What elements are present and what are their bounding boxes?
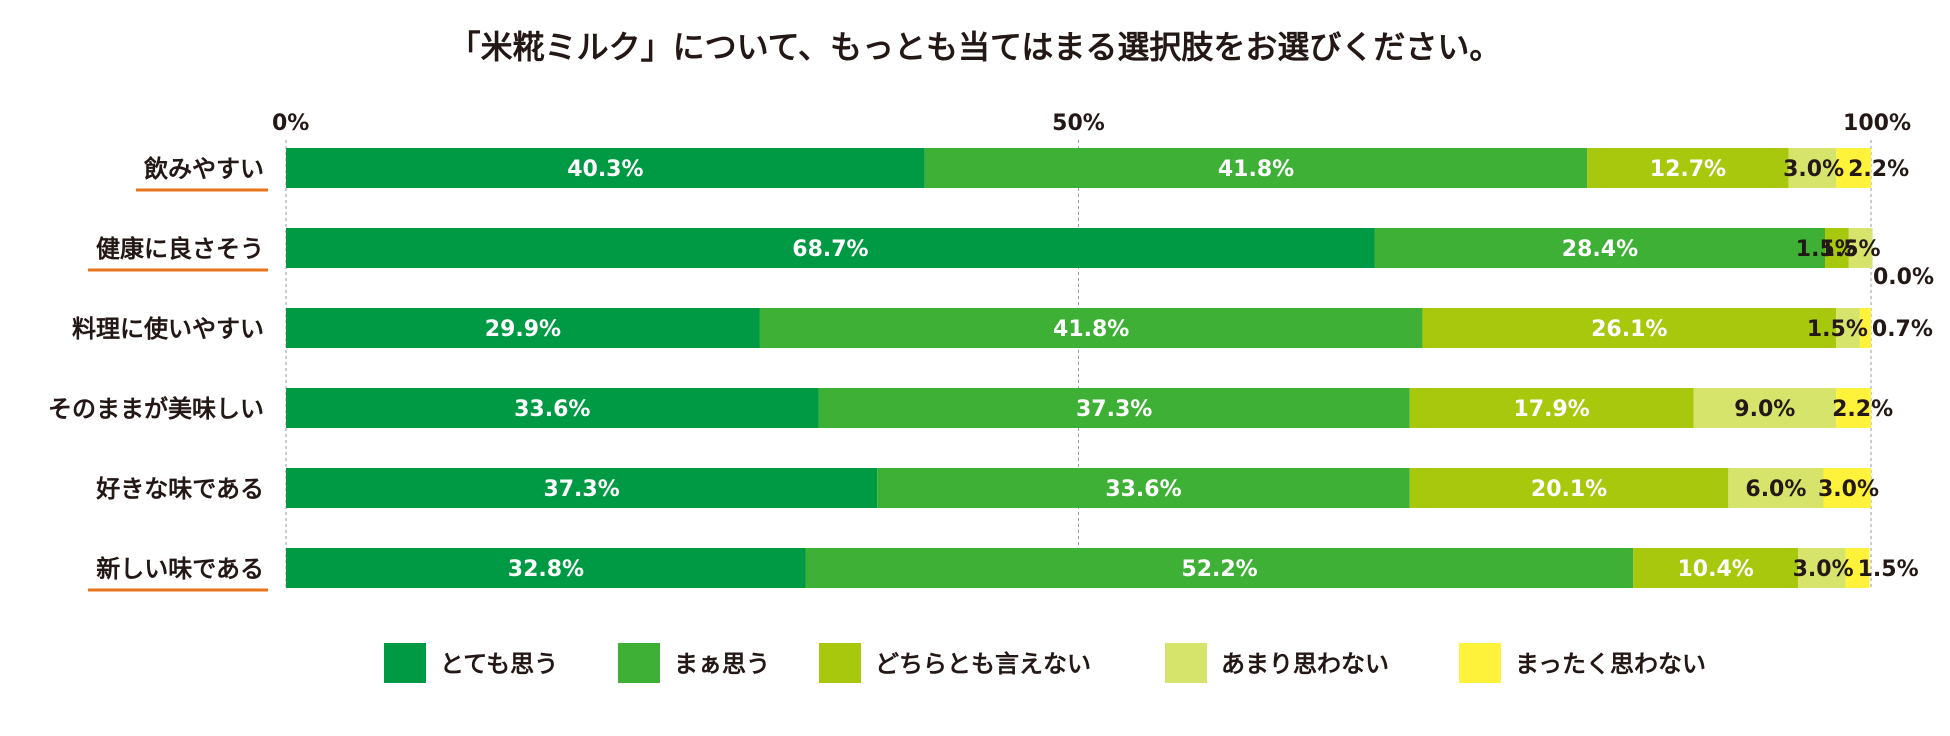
- legend-swatch: [819, 643, 861, 683]
- value-label: 37.3%: [543, 477, 619, 502]
- bar-segment: [818, 388, 1410, 428]
- value-labels: 40.3% 41.8% 12.7% 3.0% 2.2%68.7% 28.4% 1.5%1.5…: [485, 157, 1934, 582]
- bars: [286, 148, 1873, 588]
- bar-segment: [286, 308, 760, 348]
- value-label: 2.2%: [1832, 397, 1893, 422]
- bar-segment: [1798, 548, 1846, 588]
- value-label: 32.8%: [508, 557, 584, 582]
- value-label: 3.0%: [1793, 557, 1854, 582]
- legend-swatch: [1165, 643, 1207, 683]
- value-label: 1.5%: [1807, 317, 1868, 342]
- value-label: 0.0%: [1873, 265, 1934, 290]
- bar-segment: [1788, 148, 1837, 188]
- legend-swatch: [384, 643, 426, 683]
- value-label: 3.0%: [1783, 157, 1844, 182]
- bar-segment: [286, 468, 878, 508]
- value-label: 1.5%: [1858, 557, 1919, 582]
- value-label: 33.6%: [514, 397, 590, 422]
- bar-segment: [1859, 308, 1871, 348]
- bar-segment: [1823, 468, 1871, 508]
- value-label: 52.2%: [1181, 557, 1257, 582]
- value-label: 1.5%: [1796, 237, 1857, 262]
- legend-swatch: [1459, 643, 1501, 683]
- bar-segment: [286, 148, 925, 188]
- category-label: 好きな味である: [95, 475, 264, 503]
- value-label: 68.7%: [792, 237, 868, 262]
- bar-segment: [286, 388, 819, 428]
- bar-segment: [1728, 468, 1824, 508]
- bar-segment: [1409, 388, 1694, 428]
- category-label: 新しい味である: [96, 555, 264, 583]
- bar-segment: [286, 548, 806, 588]
- value-label: 28.4%: [1562, 237, 1638, 262]
- bar-segment: [759, 308, 1423, 348]
- grid-lines: [285, 140, 1872, 588]
- bar-segment: [286, 228, 1375, 268]
- value-label: 41.8%: [1053, 317, 1129, 342]
- bar-segment: [924, 148, 1588, 188]
- value-label: 37.3%: [1076, 397, 1152, 422]
- value-label: 17.9%: [1513, 397, 1589, 422]
- category-label: そのままが美味しい: [48, 395, 264, 423]
- value-label: 33.6%: [1105, 477, 1181, 502]
- value-label: 3.0%: [1818, 477, 1879, 502]
- value-label: 0.7%: [1872, 317, 1933, 342]
- category-label: 飲みやすい: [143, 155, 264, 183]
- bar-segment: [1422, 308, 1837, 348]
- x-axis-ticks: 0% 50% 100%: [272, 111, 1911, 136]
- bar-segment: [1848, 228, 1873, 268]
- legend-label: まぁ思う: [674, 650, 770, 678]
- category-label: 健康に良さそう: [96, 235, 264, 263]
- category-labels: 飲みやすい健康に良さそう料理に使いやすいそのままが美味しい好きな味である新しい味…: [48, 155, 268, 592]
- bar-segment: [1633, 548, 1799, 588]
- value-label: 29.9%: [485, 317, 561, 342]
- bar-segment: [877, 468, 1410, 508]
- legend: とても思う まぁ思う どちらとも言えない あまり思わない まったく思わない: [384, 643, 1706, 683]
- value-label: 41.8%: [1218, 157, 1294, 182]
- x-tick-label: 100%: [1843, 111, 1911, 136]
- legend-label: とても思う: [440, 650, 558, 678]
- bar-segment: [1836, 308, 1860, 348]
- bar-segment: [1693, 388, 1837, 428]
- x-tick-label: 50%: [1052, 111, 1105, 136]
- legend-label: あまり思わない: [1221, 650, 1389, 678]
- value-label: 2.2%: [1848, 157, 1909, 182]
- value-label: 9.0%: [1734, 397, 1795, 422]
- x-tick-label: 0%: [272, 111, 309, 136]
- bar-segment: [1836, 388, 1871, 428]
- bar-segment: [1587, 148, 1789, 188]
- value-label: 20.1%: [1531, 477, 1607, 502]
- legend-swatch: [618, 643, 660, 683]
- bar-segment: [1845, 548, 1870, 588]
- value-label: 6.0%: [1745, 477, 1806, 502]
- bar-segment: [805, 548, 1634, 588]
- bar-segment: [1374, 228, 1826, 268]
- value-label: 26.1%: [1591, 317, 1667, 342]
- bar-segment: [1836, 148, 1871, 188]
- bar-segment: [1409, 468, 1729, 508]
- legend-label: どちらとも言えない: [875, 650, 1091, 678]
- category-label: 料理に使いやすい: [72, 315, 264, 343]
- value-label: 12.7%: [1650, 157, 1726, 182]
- chart-title: 「米糀ミルク」について、もっとも当てはまる選択肢をお選びください。: [448, 28, 1502, 66]
- bar-segment: [1825, 228, 1849, 268]
- legend-label: まったく思わない: [1515, 650, 1706, 678]
- value-label: 40.3%: [567, 157, 643, 182]
- value-label: 1.5%: [1820, 237, 1881, 262]
- value-label: 10.4%: [1678, 557, 1754, 582]
